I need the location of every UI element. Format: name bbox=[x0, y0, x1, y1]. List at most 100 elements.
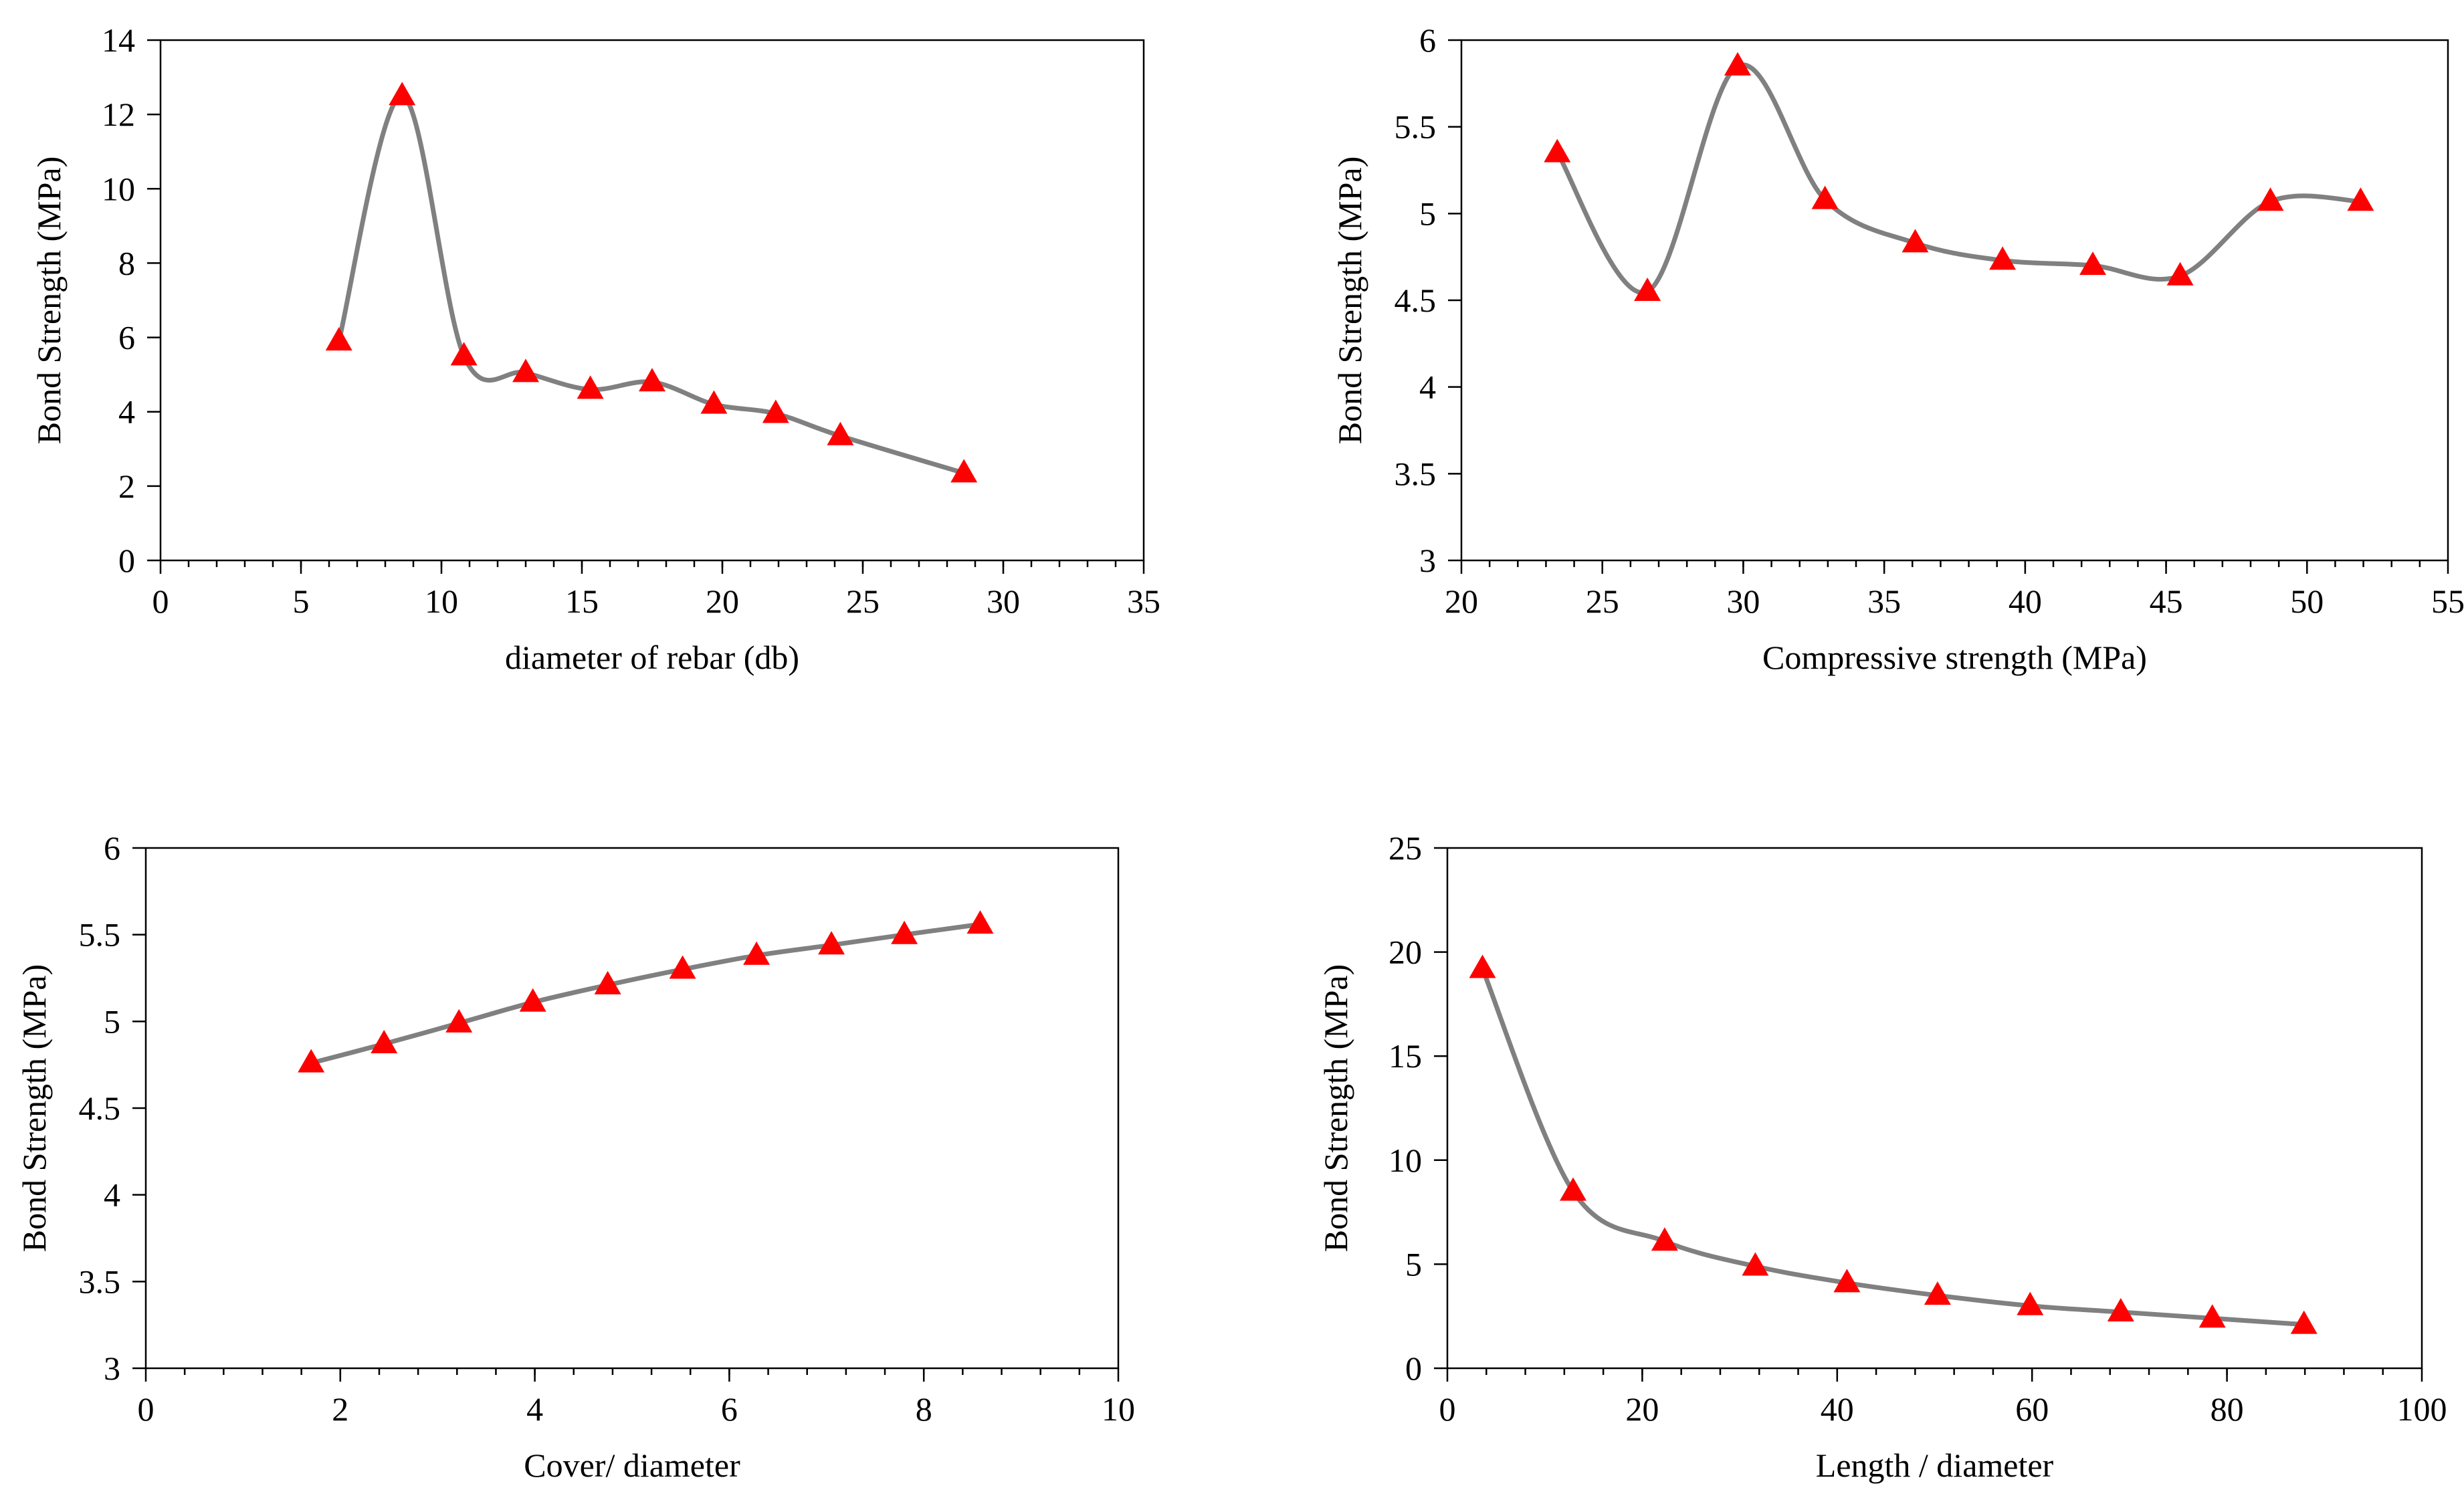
data-point-marker bbox=[2017, 1291, 2044, 1315]
data-point-marker bbox=[1560, 1177, 1586, 1201]
x-tick-label: 30 bbox=[987, 582, 1020, 620]
x-tick-label: 10 bbox=[1102, 1390, 1135, 1428]
series-line bbox=[1554, 62, 2363, 296]
data-point-marker bbox=[450, 342, 478, 366]
data-point-marker bbox=[827, 421, 854, 445]
data-point-marker bbox=[1469, 954, 1496, 978]
x-axis-title: diameter of rebar (db) bbox=[505, 639, 799, 676]
y-tick-label: 4 bbox=[118, 393, 135, 431]
y-tick-label: 6 bbox=[118, 319, 135, 356]
y-tick-label: 4.5 bbox=[79, 1089, 121, 1127]
data-point-marker bbox=[389, 82, 416, 106]
data-point-marker bbox=[512, 358, 539, 383]
data-point-marker bbox=[2257, 187, 2284, 211]
data-point-marker bbox=[762, 399, 789, 423]
y-tick-label: 12 bbox=[102, 96, 135, 133]
data-point-marker bbox=[1924, 1281, 1951, 1305]
plot-area-frame bbox=[1446, 847, 2423, 1370]
y-tick-label: 5 bbox=[1419, 195, 1436, 232]
x-tick-label: 80 bbox=[2211, 1390, 2244, 1428]
y-tick-label: 5 bbox=[1405, 1245, 1422, 1283]
y-tick-label: 2 bbox=[118, 467, 135, 505]
x-tick-label: 35 bbox=[1127, 582, 1160, 620]
data-point-marker bbox=[2290, 1310, 2318, 1334]
x-tick-label: 60 bbox=[2015, 1390, 2049, 1428]
data-point-marker bbox=[818, 931, 845, 955]
chart-bond-vs-compressive-strength: 20 25 30 35 40 45 50 55 3 3.5 4 4.5 5 5.5 6 Compressive… bbox=[1331, 21, 2464, 676]
data-point-marker bbox=[2079, 251, 2106, 276]
y-tick-label: 20 bbox=[1389, 934, 1422, 971]
x-tick-label: 25 bbox=[1586, 582, 1619, 620]
chart-bond-vs-cover-diameter: 0 2 4 6 8 10 3 3.5 4 4.5 5 5.5 6 Cover/ diameter Bond … bbox=[15, 829, 1135, 1484]
data-point-marker bbox=[1724, 51, 1751, 76]
data-point-marker bbox=[594, 970, 621, 994]
y-tick-label: 0 bbox=[118, 542, 135, 579]
x-tick-label: 25 bbox=[846, 582, 880, 620]
data-point-marker bbox=[325, 327, 352, 351]
data-point-marker bbox=[1742, 1252, 1769, 1276]
y-tick-label: 3 bbox=[1419, 542, 1436, 579]
x-tick-label: 5 bbox=[293, 582, 310, 620]
y-tick-label: 15 bbox=[1389, 1037, 1422, 1075]
y-tick-label: 0 bbox=[1405, 1350, 1422, 1387]
data-point-marker bbox=[577, 375, 604, 399]
x-tick-label: 4 bbox=[526, 1390, 543, 1428]
data-point-marker bbox=[966, 910, 994, 934]
x-tick-label: 6 bbox=[721, 1390, 738, 1428]
data-point-marker bbox=[371, 1030, 398, 1053]
data-point-marker bbox=[1544, 138, 1571, 163]
y-tick-label: 14 bbox=[102, 21, 135, 59]
x-tick-label: 8 bbox=[916, 1390, 932, 1428]
data-point-marker bbox=[639, 368, 665, 392]
x-tick-label: 10 bbox=[425, 582, 458, 620]
y-axis-title: Bond Strength (MPa) bbox=[1331, 156, 1368, 445]
data-point-marker bbox=[700, 390, 728, 414]
series-line bbox=[308, 922, 983, 1066]
data-point-marker bbox=[1902, 229, 1929, 253]
y-tick-label: 10 bbox=[1389, 1142, 1422, 1179]
data-point-marker bbox=[1833, 1269, 1861, 1293]
x-tick-label: 20 bbox=[1625, 1390, 1659, 1428]
y-tick-label: 4 bbox=[1419, 368, 1436, 406]
x-tick-label: 100 bbox=[2397, 1390, 2447, 1428]
y-tick-label: 3 bbox=[104, 1350, 120, 1387]
x-tick-label: 45 bbox=[2150, 582, 2183, 620]
x-tick-label: 40 bbox=[2009, 582, 2042, 620]
data-point-marker bbox=[2166, 261, 2194, 286]
y-tick-label: 10 bbox=[102, 170, 135, 207]
x-tick-label: 20 bbox=[706, 582, 739, 620]
data-point-marker bbox=[1811, 185, 1839, 209]
x-axis-title: Compressive strength (MPa) bbox=[1762, 639, 2147, 676]
data-point-marker bbox=[519, 988, 546, 1012]
chart-bond-vs-length-diameter: 0 20 40 60 80 100 0 5 10 15 20 25 Length / diameter B… bbox=[1317, 829, 2447, 1484]
data-point-marker bbox=[669, 955, 696, 979]
y-tick-label: 8 bbox=[118, 244, 135, 282]
x-tick-label: 50 bbox=[2290, 582, 2324, 620]
data-point-marker bbox=[298, 1049, 325, 1073]
data-point-marker bbox=[950, 459, 978, 483]
series-line bbox=[336, 93, 966, 475]
series-line bbox=[1480, 966, 2307, 1327]
x-tick-label: 55 bbox=[2431, 582, 2464, 620]
x-tick-label: 35 bbox=[1867, 582, 1901, 620]
y-axis-title: Bond Strength (MPa) bbox=[1317, 964, 1354, 1253]
data-point-marker bbox=[1989, 246, 2017, 270]
x-axis-title: Length / diameter bbox=[1816, 1447, 2054, 1484]
y-axis-title: Bond Strength (MPa) bbox=[30, 156, 68, 445]
data-point-marker bbox=[2347, 187, 2374, 211]
data-point-marker bbox=[891, 920, 918, 944]
y-tick-label: 5 bbox=[104, 1002, 120, 1040]
y-tick-label: 3.5 bbox=[79, 1263, 121, 1300]
data-point-marker bbox=[1651, 1227, 1678, 1251]
x-tick-label: 15 bbox=[565, 582, 599, 620]
data-point-marker bbox=[2107, 1298, 2134, 1321]
x-tick-label: 0 bbox=[152, 582, 169, 620]
data-point-marker bbox=[445, 1008, 473, 1033]
x-tick-label: 30 bbox=[1726, 582, 1760, 620]
y-axis-title: Bond Strength (MPa) bbox=[15, 964, 53, 1253]
y-tick-label: 6 bbox=[104, 829, 120, 867]
y-tick-label: 6 bbox=[1419, 21, 1436, 59]
x-tick-label: 40 bbox=[1821, 1390, 1854, 1428]
data-point-marker bbox=[743, 941, 771, 965]
